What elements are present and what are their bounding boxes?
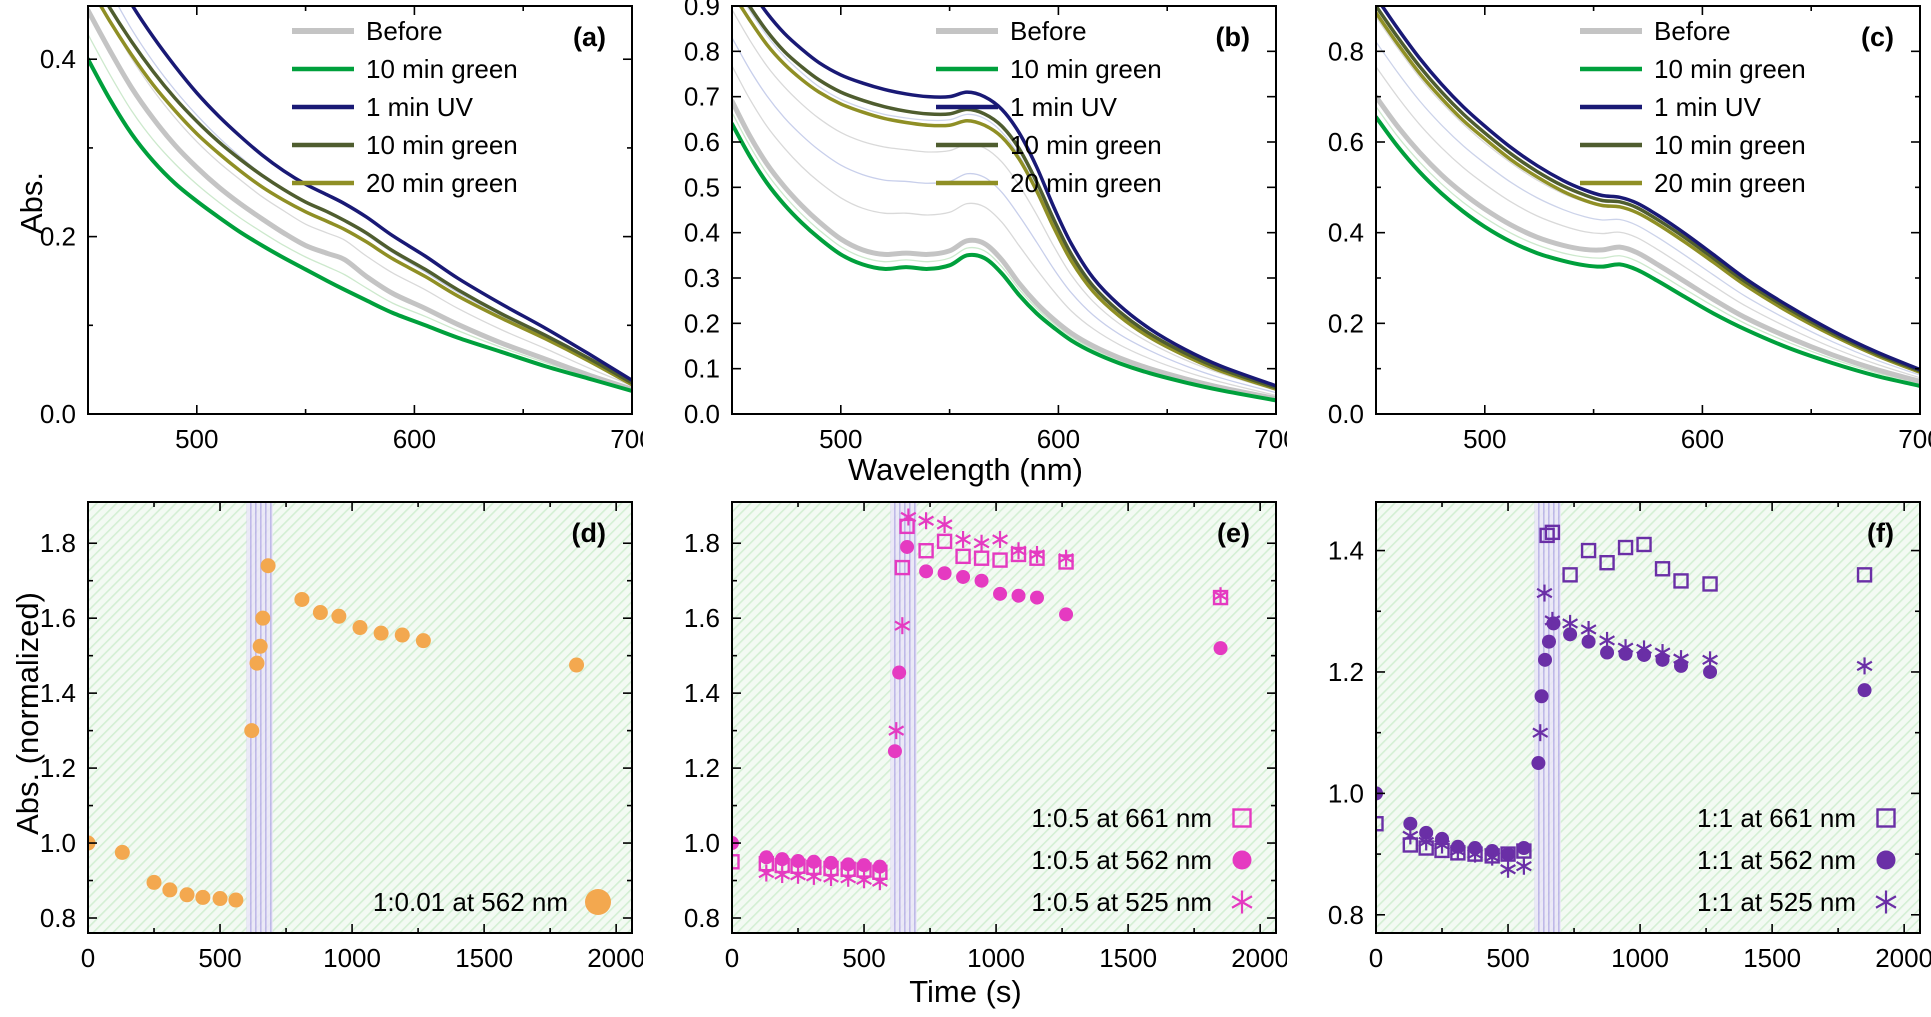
svg-text:500: 500	[819, 424, 862, 454]
svg-text:10 min green: 10 min green	[1010, 54, 1162, 84]
svg-text:1.6: 1.6	[684, 603, 720, 633]
y-axis-label-abs-normalized: Abs. (normalized)	[10, 592, 45, 835]
svg-text:1.4: 1.4	[684, 678, 720, 708]
svg-text:(e): (e)	[1217, 518, 1250, 548]
svg-text:2000: 2000	[1231, 943, 1287, 973]
svg-text:0.3: 0.3	[684, 263, 720, 293]
svg-text:1000: 1000	[1611, 943, 1669, 973]
spectra-chart-panel-c: 500 600 700 0.0 0.2 0.4 0.6 0.8 (c) Before 10 min …	[1328, 5, 1931, 454]
spectra-chart-panel-b: 500 600 700 0.0 0.1 0.2 0.3 0.4 0.5 0.6 0.7 0.8 0.9 (…	[684, 0, 1287, 454]
svg-text:2000: 2000	[587, 943, 643, 973]
svg-text:0.2: 0.2	[1328, 308, 1364, 338]
svg-text:Before: Before	[1010, 16, 1087, 46]
svg-text:1:1 at 661 nm: 1:1 at 661 nm	[1697, 803, 1856, 833]
svg-text:10 min green: 10 min green	[366, 130, 518, 160]
svg-text:1:1 at 562 nm: 1:1 at 562 nm	[1697, 845, 1856, 875]
svg-text:0.8: 0.8	[1328, 900, 1364, 930]
svg-text:0.0: 0.0	[40, 399, 76, 429]
svg-text:(a): (a)	[573, 22, 606, 52]
svg-text:1.8: 1.8	[40, 528, 76, 558]
svg-text:600: 600	[1681, 424, 1724, 454]
svg-text:20 min green: 20 min green	[1010, 168, 1162, 198]
svg-text:Before: Before	[366, 16, 443, 46]
svg-text:1000: 1000	[323, 943, 381, 973]
svg-text:1:0.5 at 661 nm: 1:0.5 at 661 nm	[1031, 803, 1212, 833]
svg-text:600: 600	[1037, 424, 1080, 454]
svg-text:1:1 at 525 nm: 1:1 at 525 nm	[1697, 887, 1856, 917]
svg-text:1.2: 1.2	[684, 753, 720, 783]
svg-text:0.0: 0.0	[684, 399, 720, 429]
x-axis-label-wavelength: Wavelength (nm)	[848, 452, 1083, 487]
svg-text:1 min UV: 1 min UV	[1010, 92, 1118, 122]
svg-text:(b): (b)	[1216, 22, 1250, 52]
svg-text:1.0: 1.0	[40, 828, 76, 858]
svg-text:1 min UV: 1 min UV	[366, 92, 474, 122]
svg-text:10 min green: 10 min green	[366, 54, 518, 84]
svg-text:500: 500	[1463, 424, 1506, 454]
svg-text:10 min green: 10 min green	[1654, 130, 1806, 160]
svg-text:1.2: 1.2	[40, 753, 76, 783]
svg-text:0.4: 0.4	[40, 44, 76, 74]
svg-text:0.1: 0.1	[684, 354, 720, 384]
spectra-chart-panel-a: 500 600 700 0.0 0.2 0.4 (a) Before 10 min green 1…	[40, 5, 643, 454]
svg-text:1000: 1000	[967, 943, 1025, 973]
svg-text:0.2: 0.2	[40, 222, 76, 252]
svg-text:500: 500	[198, 943, 241, 973]
y-axis-label-abs: Abs.	[14, 172, 49, 235]
svg-text:(d): (d)	[572, 518, 606, 548]
svg-text:0.7: 0.7	[684, 82, 720, 112]
svg-text:1500: 1500	[1743, 943, 1801, 973]
svg-text:1.0: 1.0	[1328, 778, 1364, 808]
svg-text:0.8: 0.8	[684, 36, 720, 66]
svg-text:1.4: 1.4	[40, 678, 76, 708]
svg-text:(f): (f)	[1867, 518, 1894, 548]
x-axis-label-time: Time (s)	[909, 974, 1022, 1009]
svg-text:1500: 1500	[455, 943, 513, 973]
svg-text:0.4: 0.4	[684, 218, 720, 248]
svg-text:1 min UV: 1 min UV	[1654, 92, 1762, 122]
svg-text:10 min green: 10 min green	[1654, 54, 1806, 84]
svg-text:0.9: 0.9	[684, 0, 720, 21]
kinetics-chart-panel-d: 0 500 1000 1500 2000 0.8 1.0 1.2 1.4 1.6 1.8 (d) 1:0…	[40, 501, 643, 973]
svg-text:(c): (c)	[1861, 22, 1894, 52]
svg-text:0: 0	[725, 943, 739, 973]
svg-text:0.6: 0.6	[684, 127, 720, 157]
svg-text:1.0: 1.0	[684, 828, 720, 858]
svg-text:0.8: 0.8	[1328, 36, 1364, 66]
svg-text:0.0: 0.0	[1328, 399, 1364, 429]
svg-text:2000: 2000	[1875, 943, 1931, 973]
svg-text:1.4: 1.4	[1328, 536, 1364, 566]
svg-text:0.8: 0.8	[40, 903, 76, 933]
svg-text:0.6: 0.6	[1328, 127, 1364, 157]
kinetics-chart-panel-e: 0 500 1000 1500 2000 0.8 1.0 1.2 1.4 1.6 1.8 (e) 1:0…	[684, 501, 1287, 973]
svg-text:0.4: 0.4	[1328, 218, 1364, 248]
svg-text:1:0.5 at 525 nm: 1:0.5 at 525 nm	[1031, 887, 1212, 917]
svg-text:1.2: 1.2	[1328, 657, 1364, 687]
kinetics-chart-panel-f: 0 500 1000 1500 2000 0.8 1.0 1.2 1.4 (f) 1:1 at 66…	[1328, 501, 1931, 973]
svg-text:600: 600	[393, 424, 436, 454]
svg-text:0: 0	[1369, 943, 1383, 973]
svg-text:500: 500	[175, 424, 218, 454]
svg-text:1.6: 1.6	[40, 603, 76, 633]
svg-text:10 min green: 10 min green	[1010, 130, 1162, 160]
svg-text:1.8: 1.8	[684, 528, 720, 558]
svg-text:20 min green: 20 min green	[1654, 168, 1806, 198]
svg-text:500: 500	[1486, 943, 1529, 973]
svg-text:0.5: 0.5	[684, 172, 720, 202]
svg-text:0: 0	[81, 943, 95, 973]
svg-text:700: 700	[610, 424, 643, 454]
svg-text:Before: Before	[1654, 16, 1731, 46]
svg-text:1500: 1500	[1099, 943, 1157, 973]
svg-text:500: 500	[842, 943, 885, 973]
svg-text:20 min green: 20 min green	[366, 168, 518, 198]
svg-text:0.8: 0.8	[684, 903, 720, 933]
svg-text:700: 700	[1254, 424, 1287, 454]
svg-text:700: 700	[1898, 424, 1931, 454]
svg-text:1:0.5 at 562 nm: 1:0.5 at 562 nm	[1031, 845, 1212, 875]
svg-text:0.2: 0.2	[684, 308, 720, 338]
svg-text:1:0.01 at 562 nm: 1:0.01 at 562 nm	[373, 887, 568, 917]
